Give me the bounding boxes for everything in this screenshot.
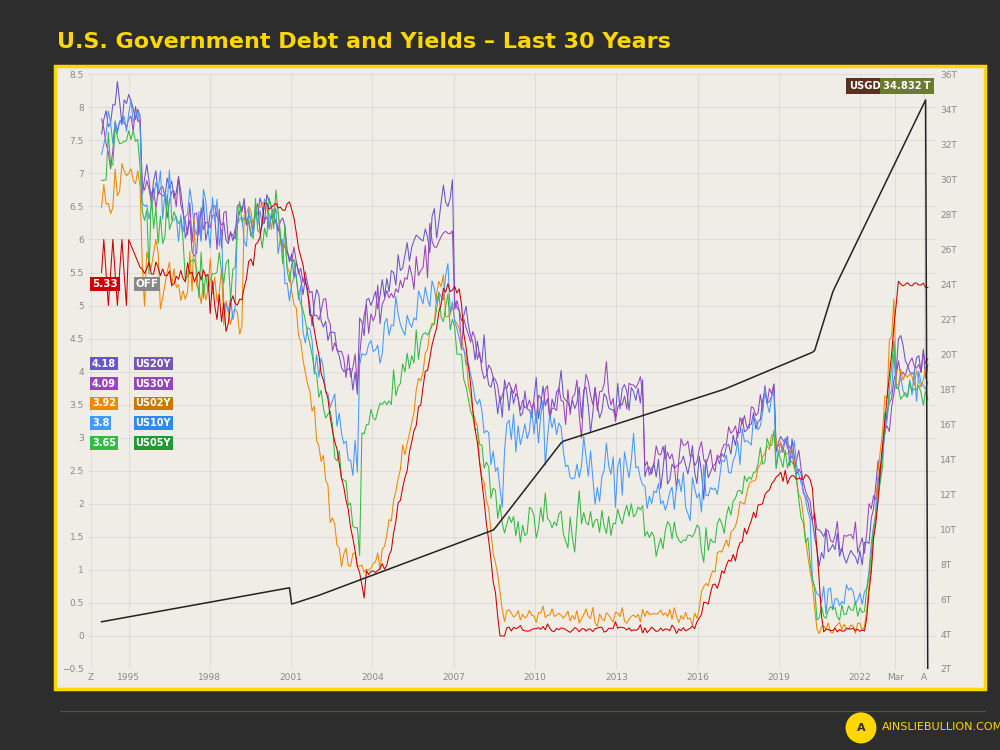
Text: 34.832 T: 34.832 T (883, 82, 931, 92)
Text: US10Y: US10Y (135, 419, 171, 428)
Text: US02Y: US02Y (135, 398, 171, 408)
Text: US20Y: US20Y (135, 358, 171, 369)
Text: 5.33: 5.33 (92, 279, 118, 289)
Text: US30Y: US30Y (135, 379, 171, 388)
Text: 3.92: 3.92 (92, 398, 116, 408)
Text: USGD: USGD (849, 82, 881, 92)
Text: U.S. Government Debt and Yields – Last 30 Years: U.S. Government Debt and Yields – Last 3… (57, 32, 671, 53)
Text: 4.18: 4.18 (92, 358, 116, 369)
Text: 3.8: 3.8 (92, 419, 109, 428)
Circle shape (846, 713, 876, 742)
Text: AINSLIEBULLION.COM.AU: AINSLIEBULLION.COM.AU (882, 722, 1000, 733)
Text: A: A (857, 723, 865, 733)
Text: 3.65: 3.65 (92, 438, 116, 448)
Text: US05Y: US05Y (135, 438, 171, 448)
Text: OFF: OFF (135, 279, 158, 289)
Text: 4.09: 4.09 (92, 379, 116, 388)
